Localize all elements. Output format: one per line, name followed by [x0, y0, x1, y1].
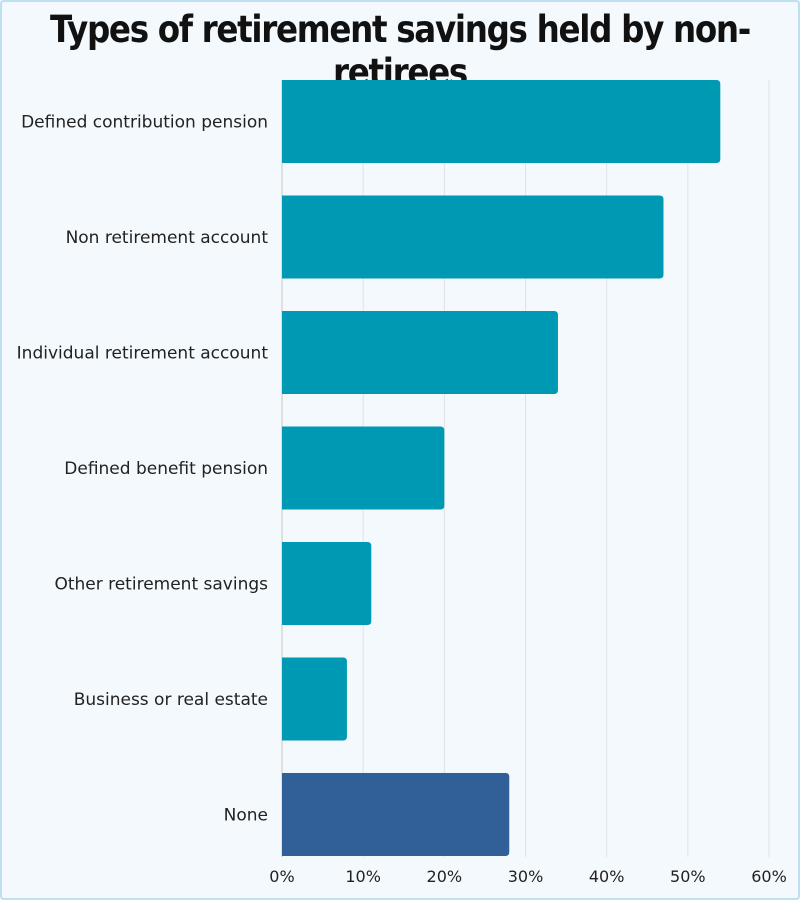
x-tick-label: 50% — [670, 867, 706, 886]
x-tick-label: 0% — [269, 867, 294, 886]
x-tick-label: 40% — [589, 867, 625, 886]
category-label: Other retirement savings — [54, 575, 268, 595]
bar — [282, 542, 372, 625]
bar — [282, 773, 510, 856]
category-label: Business or real estate — [74, 690, 268, 710]
category-label: None — [224, 806, 268, 826]
bar — [282, 426, 445, 510]
x-tick-label: 60% — [751, 867, 787, 886]
bar — [282, 80, 721, 163]
category-label: Defined benefit pension — [64, 459, 268, 479]
category-label: Individual retirement account — [17, 344, 269, 364]
bar — [282, 311, 558, 394]
x-tick-label: 10% — [345, 867, 381, 886]
bar — [282, 657, 347, 741]
category-label: Non retirement account — [66, 228, 269, 248]
x-tick-label: 30% — [508, 867, 544, 886]
bar — [282, 195, 664, 279]
category-label: Defined contribution pension — [21, 113, 268, 133]
x-tick-label: 20% — [427, 867, 463, 886]
